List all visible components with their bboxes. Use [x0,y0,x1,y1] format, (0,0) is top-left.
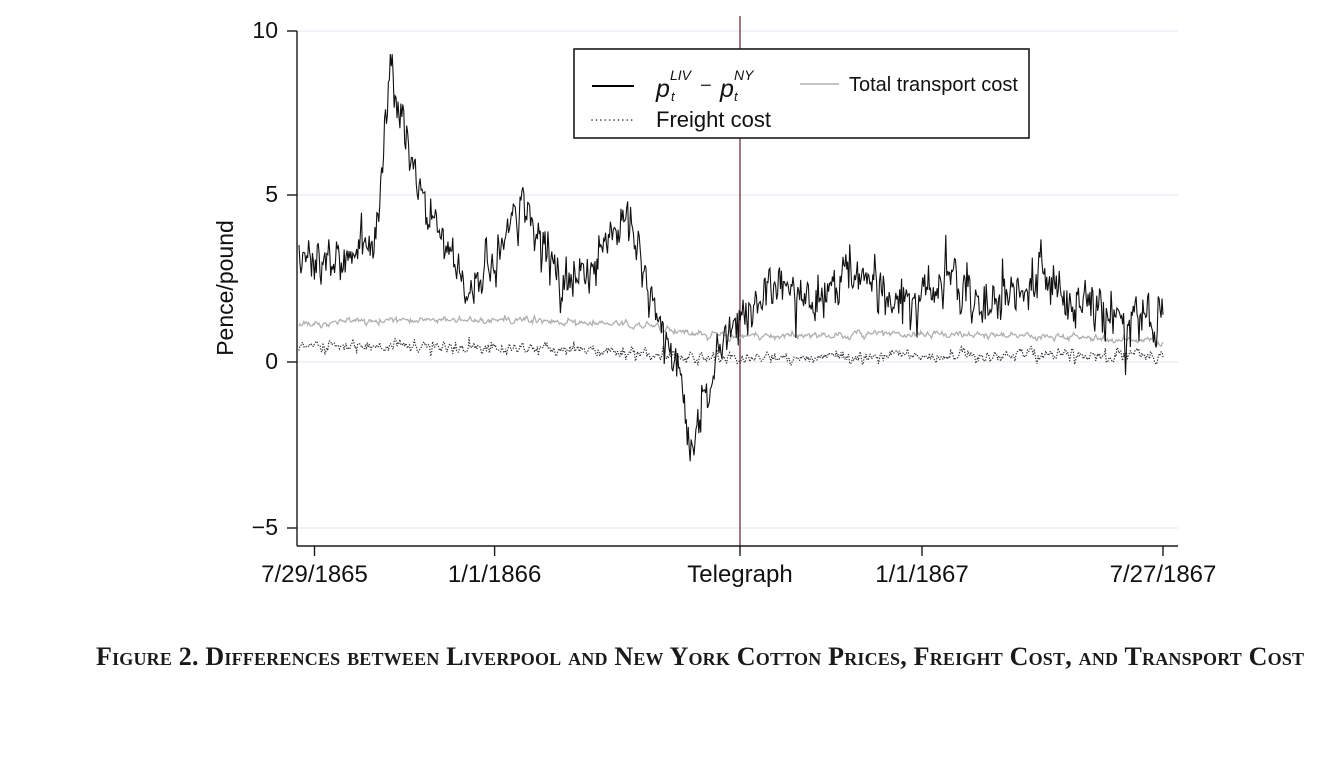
svg-text:−: − [700,75,712,97]
svg-text:Pence/pound: Pence/pound [212,220,238,356]
svg-text:Freight cost: Freight cost [656,107,771,132]
svg-text:LIV: LIV [670,67,693,83]
svg-text:7/29/1865: 7/29/1865 [261,561,368,588]
svg-text:Total transport cost: Total transport cost [849,74,1018,96]
svg-text:5: 5 [265,181,278,207]
svg-text:NY: NY [734,67,755,83]
svg-text:p: p [655,75,670,103]
svg-text:0: 0 [265,348,278,374]
svg-text:−5: −5 [252,514,278,540]
svg-text:10: 10 [252,17,278,43]
svg-text:1/1/1867: 1/1/1867 [875,561,968,588]
svg-text:p: p [719,75,734,103]
svg-text:Telegraph: Telegraph [687,561,792,588]
svg-text:7/27/1867: 7/27/1867 [1110,561,1217,588]
svg-text:1/1/1866: 1/1/1866 [448,561,541,588]
